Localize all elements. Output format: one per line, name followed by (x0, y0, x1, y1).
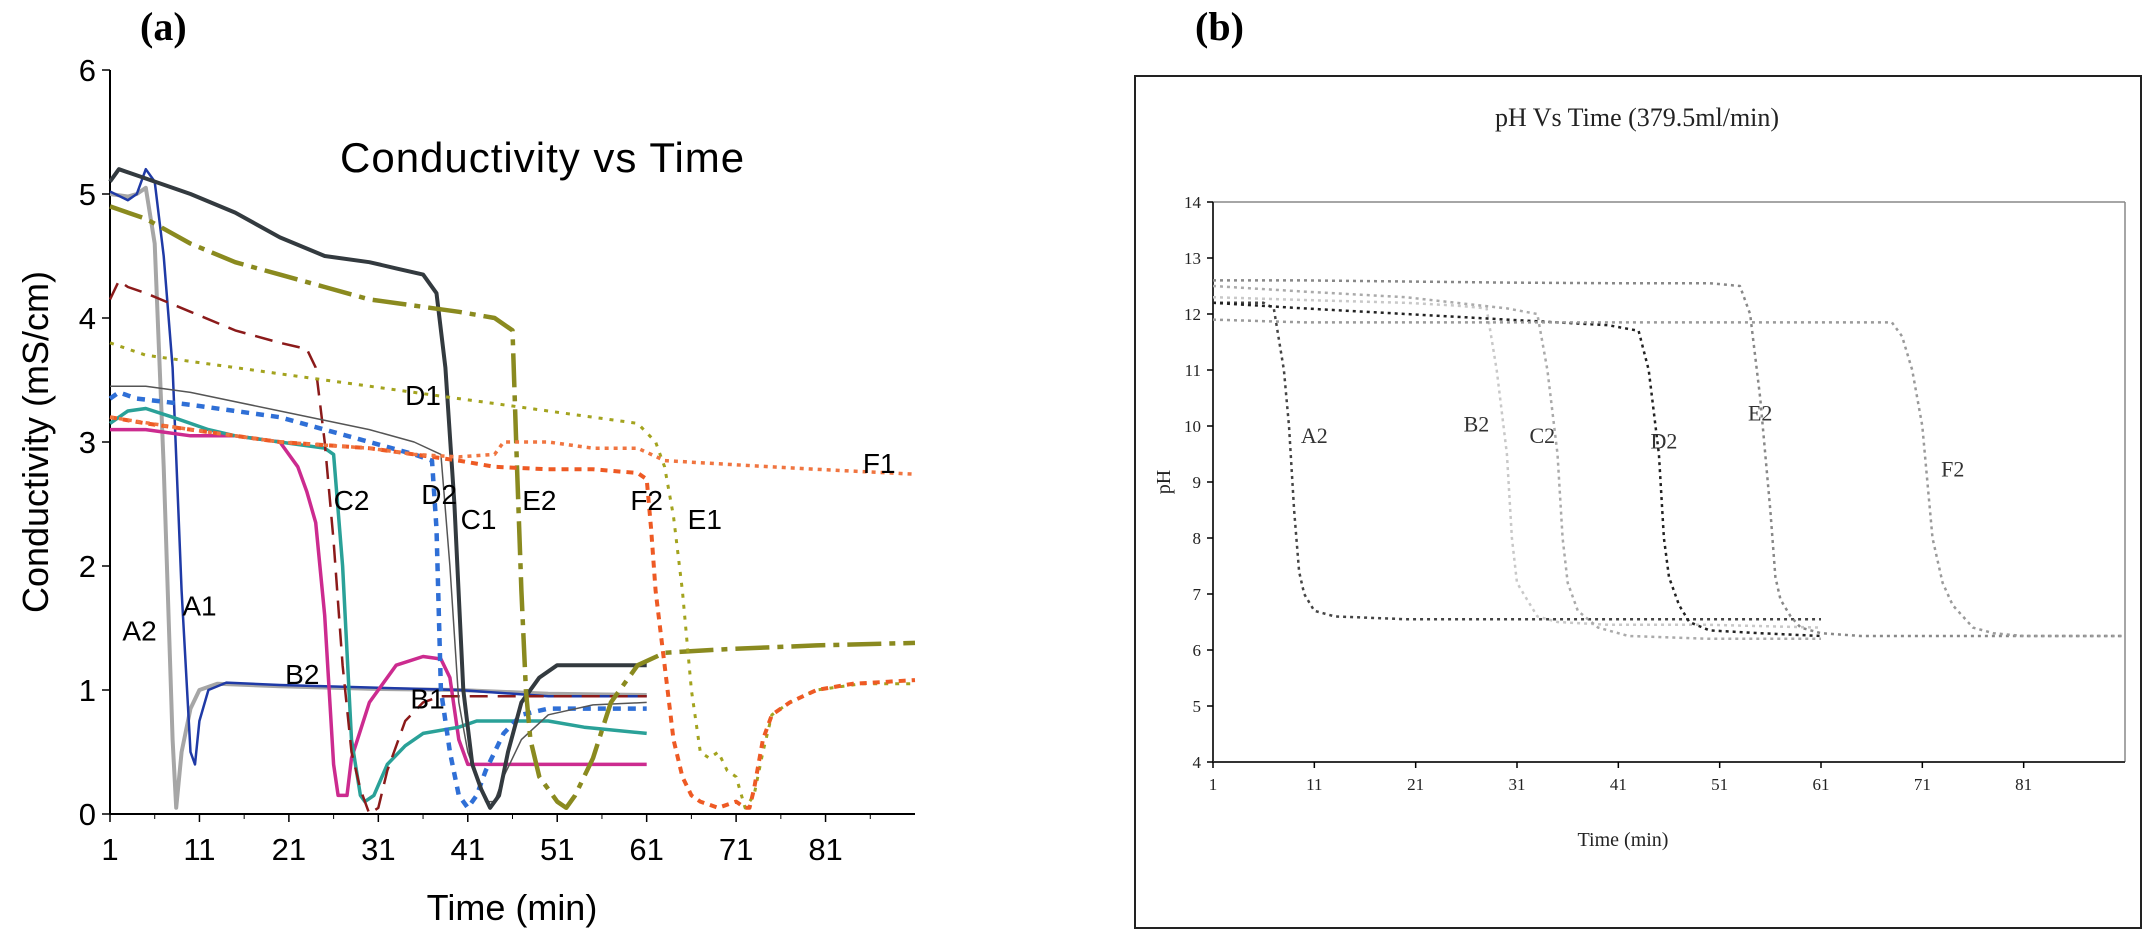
panel-b-y-tick-label: 4 (1193, 753, 1202, 772)
panel-a-curve-label-a1: A1 (182, 591, 216, 622)
panel-a-curve-label-c2: C2 (334, 485, 370, 516)
panel-b-y-tick-label: 5 (1193, 697, 1202, 716)
panel-b-x-tick-label: 21 (1407, 775, 1424, 794)
panel-a-y-axis-label: Conductivity (mS/cm) (15, 271, 56, 613)
panel-a-y-ticks: 0 1 2 3 4 5 6 (79, 53, 110, 832)
panel-b-x-tick-label: 31 (1509, 775, 1526, 794)
panel-a-series-c2 (108, 279, 647, 816)
panel-b-y-tick-label: 8 (1193, 529, 1202, 548)
panel-a-x-axis-label: Time (min) (427, 887, 598, 928)
panel-b-curve-label-f2: F2 (1941, 456, 1964, 481)
panel-b-curve-label-b2: B2 (1464, 412, 1490, 437)
panel-b-label: (b) (1195, 4, 1244, 49)
panel-a-y-tick-label: 3 (79, 425, 96, 460)
panel-a-x-tick-label: 81 (808, 832, 842, 867)
panel-b-y-tick-label: 12 (1184, 305, 1201, 324)
panel-b-x-tick-label: 81 (2015, 775, 2032, 794)
panel-b-series (1212, 279, 2125, 641)
panel-b-y-tick-label: 7 (1193, 585, 1202, 604)
panel-b-y-tick-label: 14 (1184, 193, 1202, 212)
panel-a-x-tick-label: 1 (101, 832, 118, 867)
panel-b-x-tick-label: 61 (1813, 775, 1830, 794)
panel-b-y-tick-label: 9 (1193, 473, 1202, 492)
panel-b-x-tick-label: 71 (1914, 775, 1931, 794)
panel-b-curve-label-e2: E2 (1748, 400, 1772, 425)
panel-a-label: (a) (140, 4, 187, 49)
panel-b-x-axis-label: Time (min) (1578, 829, 1669, 851)
panel-a-curve-label-e2: E2 (522, 485, 556, 516)
panel-b-series-a2 (1213, 301, 1821, 621)
panel-b-series-b2 (1212, 295, 1822, 629)
panel-b-curve-label-c2: C2 (1529, 423, 1555, 448)
panel-a-series-f1 (109, 415, 916, 476)
panel-b-x-tick-label: 11 (1306, 775, 1322, 794)
panel-b-frame (1134, 75, 2142, 929)
panel-a-x-tick-label: 61 (629, 832, 663, 867)
panel-a-curve-label-a2: A2 (122, 615, 156, 646)
panel-a-curve-label-b1: B1 (410, 684, 444, 715)
panel-a-curve-label-c1: C1 (461, 504, 497, 535)
panel-a-curve-labels: A1 A2 B2 B1 C2 C1 D1 D2 E2 E1 F2 F1 (122, 380, 895, 715)
panel-a-curve-label-f1: F1 (863, 448, 896, 479)
panel-a-x-tick-label: 51 (540, 832, 574, 867)
panel-b-x-ticks: 1 11 21 31 41 51 61 71 81 (1209, 762, 2032, 794)
panel-b-series-f2 (1212, 318, 2125, 638)
panel-a-y-tick-label: 6 (79, 53, 96, 88)
panel-b-curve-label-a2: A2 (1301, 423, 1328, 448)
panel-a-title: Conductivity vs Time (340, 134, 745, 181)
panel-b-series-d2 (1212, 301, 1822, 638)
panel-a-series-d1 (108, 167, 647, 810)
panel-a-series (108, 167, 916, 816)
panel-a-series-d2 (110, 385, 647, 803)
panel-a-y-tick-label: 1 (79, 673, 96, 708)
panel-a-x-tick-label: 71 (719, 832, 753, 867)
panel-a-curve-label-e1: E1 (688, 504, 722, 535)
panel-b-series-c2 (1212, 284, 1821, 641)
panel-b-series-e2 (1213, 279, 2125, 638)
panel-b-x-tick-label: 41 (1610, 775, 1627, 794)
panel-a-series-f2 (109, 415, 916, 810)
panel-a-x-tick-label: 11 (183, 832, 215, 867)
panel-a-y-tick-label: 0 (79, 797, 96, 832)
panel-a-x-tick-label: 21 (272, 832, 306, 867)
panel-a-curve-label-d1: D1 (405, 380, 441, 411)
panel-a-series-a1 (109, 167, 647, 766)
panel-a-curve-label-b2: B2 (285, 659, 319, 690)
panel-a-series-e1 (109, 341, 915, 810)
panel-a-curve-label-f2: F2 (630, 485, 663, 516)
panel-b: (b) pH Vs Time (379.5ml/min) 45678910111… (1134, 4, 2142, 929)
panel-b-x-tick-label: 1 (1209, 775, 1218, 794)
panel-a-y-tick-label: 2 (79, 549, 96, 584)
panel-b-y-axis-label: pH (1153, 470, 1175, 494)
panel-b-curve-labels: A2 B2 C2 D2 E2 F2 (1301, 400, 1964, 481)
panel-a-y-tick-label: 4 (79, 301, 96, 336)
panel-b-y-tick-label: 13 (1184, 249, 1201, 268)
panel-a-series-a2 (109, 185, 647, 810)
panel-a-x-tick-label: 41 (451, 832, 485, 867)
panel-b-y-tick-label: 10 (1184, 417, 1201, 436)
panel-a-x-ticks: 1 11 21 31 41 51 61 71 81 (101, 814, 871, 867)
panel-b-y-tick-label: 11 (1185, 361, 1201, 380)
panel-b-y-tick-label: 6 (1193, 641, 1202, 660)
panel-b-title: pH Vs Time (379.5ml/min) (1495, 103, 1779, 132)
panel-b-curve-label-d2: D2 (1650, 428, 1677, 453)
panel-b-y-ticks: 4 5 6 7 8 9 10 11 12 13 14 (1184, 193, 1213, 772)
panel-a-curve-label-d2: D2 (421, 479, 457, 510)
panel-b-x-tick-label: 51 (1711, 775, 1728, 794)
panel-a-series-e2 (109, 204, 916, 811)
panel-a-y-tick-label: 5 (79, 177, 96, 212)
panel-a-x-tick-label: 31 (361, 832, 395, 867)
